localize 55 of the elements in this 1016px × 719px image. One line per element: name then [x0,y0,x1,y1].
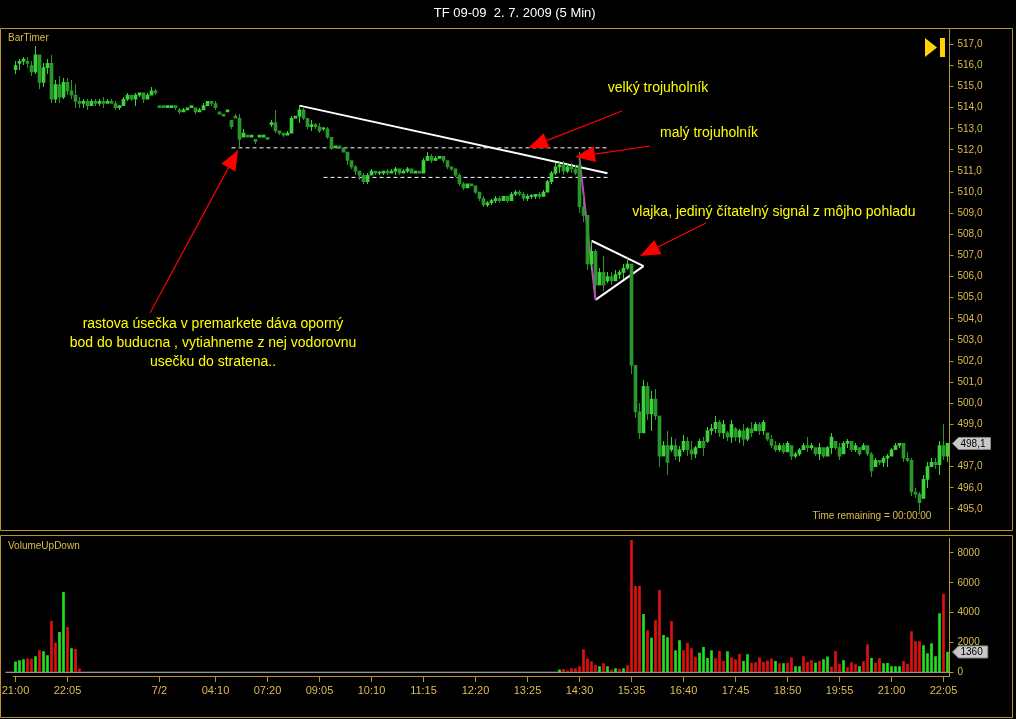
x-tick-label: 16:40 [669,683,698,696]
y-tick-label: 8000 [957,546,981,558]
y-tick-label: 507,0 [957,249,983,261]
annotation: 1360 [960,646,984,658]
annotation: 498,1 [960,437,986,449]
y-tick-label: 499,0 [957,418,983,430]
y-tick-label: 510,0 [957,185,983,197]
y-tick-label: 516,0 [957,59,983,71]
x-tick-label: 14:30 [565,683,594,696]
x-tick-label: 17:45 [721,683,750,696]
y-tick-label: 502,0 [957,354,983,366]
y-tick-label: 512,0 [957,143,983,155]
x-tick-label: 21:00 [877,683,906,696]
y-tick-label: 514,0 [957,101,983,113]
y-tick-label: 506,0 [957,270,983,282]
annotation: vlajka, jediný čítatelný signál z môjho pohladu [632,202,916,219]
y-tick-label: 500,0 [957,397,983,409]
y-tick-label: 0 [957,666,964,678]
y-tick-label: 509,0 [957,207,983,219]
y-tick-label: 513,0 [957,122,983,134]
x-tick-label: 12:20 [461,683,490,696]
y-tick-label: 496,0 [957,481,983,493]
y-tick-label: 2000 [957,636,981,648]
y-tick-label: 511,0 [957,164,983,176]
annotation: rastova úsečka v premarkete dáva oporný bod do buducna , vytiahneme z nej vodorovnu usečku do stratena.. [69,314,357,369]
y-tick-label: 503,0 [957,333,983,345]
x-tick-label: 11:15 [410,683,437,696]
y-tick-label: 515,0 [957,80,983,92]
x-tick-label: 13:25 [513,683,542,696]
y-tick-label: 495,0 [957,502,983,514]
y-tick-label: 497,0 [957,460,983,472]
x-tick-label: 22:05 [929,683,958,696]
x-tick-label: 09:05 [305,683,334,696]
y-tick-label: 501,0 [957,375,983,387]
x-tick-label: 10:10 [357,683,386,696]
y-tick-label: 6000 [957,576,981,588]
x-tick-label: 22:05 [53,683,82,696]
x-tick-label: 21:00 [1,683,30,696]
x-tick-label: 7/2 [151,683,168,696]
annotation: Time remaining = 00:00:00 [812,509,932,521]
y-tick-label: 505,0 [957,291,983,303]
annotation: velký trojuholník [607,78,710,95]
x-tick-label: 07:20 [253,683,282,696]
y-tick-label: 517,0 [957,38,983,50]
annotation: BarTimer [8,31,50,43]
annotation: malý trojuholník [659,123,760,140]
annotation: VolumeUpDown [8,539,80,551]
y-tick-label: 504,0 [957,312,983,324]
x-tick-label: 15:35 [617,683,646,696]
x-tick-label: 18:50 [773,683,802,696]
chart-title: TF 09-09 2. 7. 2009 (5 Min) [433,5,596,21]
x-tick-label: 19:55 [825,683,854,696]
x-tick-label: 04:10 [201,683,230,696]
y-tick-label: 4000 [957,606,981,618]
y-tick-label: 508,0 [957,228,983,240]
